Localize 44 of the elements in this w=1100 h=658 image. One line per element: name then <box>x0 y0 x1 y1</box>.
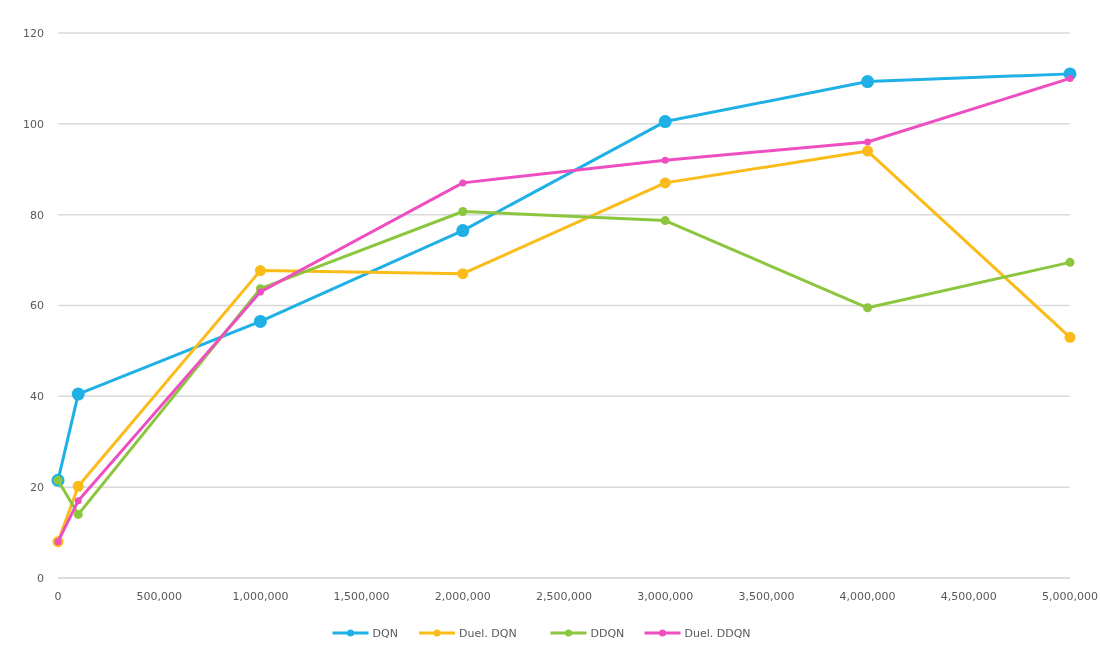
point <box>658 115 672 129</box>
point <box>71 387 85 401</box>
point <box>72 480 84 492</box>
x-tick-label: 4,000,000 <box>839 590 896 603</box>
point <box>459 179 467 187</box>
point <box>457 268 469 280</box>
legend-label: Duel. DQN <box>459 626 517 640</box>
point <box>254 265 266 277</box>
x-tick-label: 2,500,000 <box>536 590 592 603</box>
point <box>253 314 267 328</box>
y-tick-label: 20 <box>30 481 44 495</box>
x-tick-label: 5,000,000 <box>1042 590 1098 603</box>
point <box>73 509 83 519</box>
y-tick-label: 100 <box>23 117 44 131</box>
point <box>863 303 873 313</box>
y-tick-label: 120 <box>23 26 44 40</box>
point <box>1065 257 1075 267</box>
point <box>1064 331 1076 343</box>
point <box>862 145 874 157</box>
point <box>74 497 82 505</box>
point <box>659 177 671 189</box>
x-tick-label: 3,500,000 <box>738 590 795 603</box>
x-tick-label: 3,000,000 <box>637 590 694 603</box>
point <box>660 216 670 226</box>
x-tick-label: 500,000 <box>136 590 182 603</box>
x-tick-label: 1,500,000 <box>333 590 390 603</box>
x-tick-label: 0 <box>54 590 62 603</box>
y-tick-label: 40 <box>30 390 44 404</box>
point <box>1066 74 1074 82</box>
x-tick-label: 4,500,000 <box>940 590 997 603</box>
point <box>456 224 470 238</box>
legend-label: DQN <box>372 626 398 640</box>
legend-label: Duel. DDQN <box>684 626 751 640</box>
x-tick-label: 2,000,000 <box>434 590 491 603</box>
y-tick-label: 60 <box>30 299 44 313</box>
point <box>256 288 264 296</box>
legend-label: DDQN <box>590 626 625 640</box>
point <box>861 75 875 89</box>
x-tick-label: 1,000,000 <box>232 590 289 603</box>
y-tick-label: 80 <box>30 208 44 222</box>
point <box>864 138 872 146</box>
point <box>661 156 669 164</box>
point <box>458 206 468 216</box>
y-tick-label: 0 <box>37 571 44 585</box>
